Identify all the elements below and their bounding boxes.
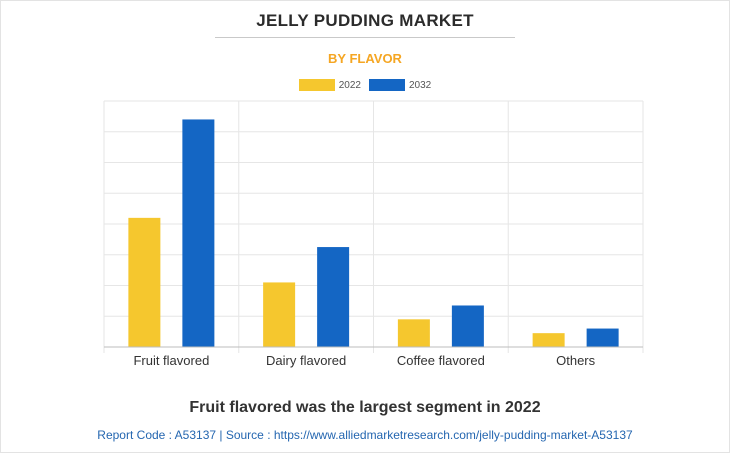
x-tick-label: Dairy flavored [266,353,346,368]
chart-title: JELLY PUDDING MARKET [256,11,474,30]
bar-2022-others [532,333,565,347]
x-tick-label: Others [556,353,596,368]
bar-2022-dairy-flavored [263,282,296,347]
chart-legend: 2022 2032 [0,79,730,91]
legend-swatch-2032 [369,79,405,91]
x-tick-label: Fruit flavored [133,353,209,368]
legend-label-2032: 2032 [409,79,432,91]
legend-item-2032[interactable]: 2032 [369,79,431,91]
title-divider [215,37,515,38]
legend-swatch-2022 [298,79,335,91]
chart-caption: Fruit flavored was the largest segment i… [189,399,541,416]
bar-2022-coffee-flavored [397,319,430,347]
legend-item-2022[interactable]: 2022 [298,79,361,91]
bar-2032-others [586,328,619,347]
report-source: Report Code : A53137 | Source : https://… [97,428,633,442]
chart-subtitle: BY FLAVOR [328,51,402,66]
bar-2032-dairy-flavored [317,247,350,347]
bar-2032-coffee-flavored [451,305,484,347]
legend-label-2022: 2022 [338,79,361,91]
bar-2022-fruit-flavored [128,217,161,347]
bar-2032-fruit-flavored [182,119,215,347]
x-tick-label: Coffee flavored [397,353,485,368]
